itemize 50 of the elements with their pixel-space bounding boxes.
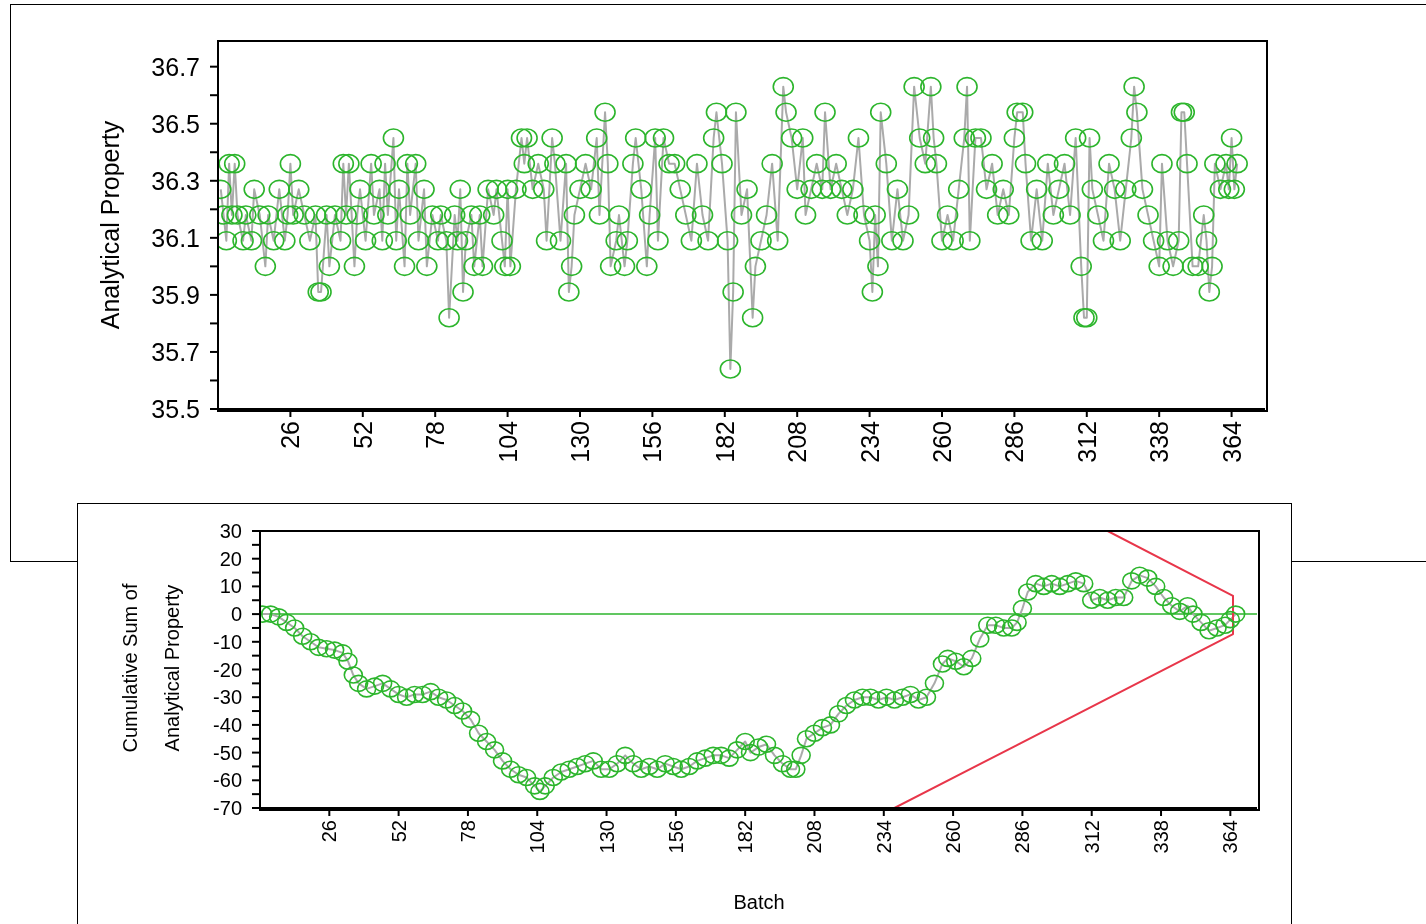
x-tick-label: 234 <box>855 420 884 463</box>
y-tick-label: 36.3 <box>151 166 200 195</box>
y-tick-label: 36.5 <box>151 109 200 138</box>
y-tick-label: 35.7 <box>151 337 200 366</box>
x-tick-label: 52 <box>387 820 410 843</box>
y-tick-label: -50 <box>213 741 242 764</box>
x-tick-label: 52 <box>348 421 377 449</box>
x-tick-label: 234 <box>872 820 895 854</box>
x-tick-label: 364 <box>1217 420 1246 463</box>
x-tick-label: 130 <box>565 421 594 463</box>
y-tick-label: 10 <box>219 575 242 598</box>
y-tick-label: 20 <box>219 547 242 570</box>
y-tick-label: -20 <box>213 658 242 681</box>
y-tick-label: -30 <box>213 686 242 709</box>
y-tick-label: 36.7 <box>151 52 200 81</box>
x-tick-label: 156 <box>638 421 667 463</box>
y-tick-label: 30 <box>219 520 242 542</box>
y-tick-label: 36.1 <box>151 223 200 252</box>
y-tick-label: -10 <box>213 630 242 653</box>
y-tick-label: 0 <box>230 603 242 626</box>
x-tick-label: 104 <box>493 420 522 463</box>
x-axis-title: Batch <box>733 890 785 914</box>
x-tick-label: 208 <box>783 421 812 463</box>
x-tick-label: 364 <box>1219 820 1242 854</box>
x-tick-label: 338 <box>1145 421 1174 463</box>
x-tick-label: 182 <box>734 820 757 854</box>
y-tick-label: -60 <box>213 769 242 792</box>
y-axis-title: Cumulative Sum of Analytical Property <box>118 582 184 755</box>
x-tick-label: 156 <box>664 820 687 854</box>
x-tick-label: 26 <box>318 820 341 843</box>
x-tick-label: 312 <box>1080 820 1103 854</box>
x-tick-label: 286 <box>1000 421 1029 463</box>
x-tick-label: 208 <box>803 820 826 854</box>
x-tick-label: 78 <box>421 421 450 449</box>
y-tick-label: 35.9 <box>151 280 200 309</box>
y-tick-label: -40 <box>213 713 242 736</box>
x-tick-label: 182 <box>710 421 739 463</box>
y-tick-label: 35.5 <box>151 395 200 423</box>
y-axis-title: Analytical Property <box>95 119 125 332</box>
x-tick-label: 260 <box>927 421 956 463</box>
x-tick-label: 130 <box>595 820 618 854</box>
y-tick-label: -70 <box>213 797 242 819</box>
x-tick-label: 312 <box>1072 421 1101 463</box>
x-tick-label: 260 <box>942 820 965 854</box>
x-tick-label: 26 <box>276 421 305 449</box>
x-tick-label: 78 <box>456 820 479 843</box>
x-tick-label: 286 <box>1011 820 1034 854</box>
x-tick-label: 104 <box>526 820 549 854</box>
x-tick-label: 338 <box>1150 820 1173 854</box>
line-series <box>893 531 1235 808</box>
